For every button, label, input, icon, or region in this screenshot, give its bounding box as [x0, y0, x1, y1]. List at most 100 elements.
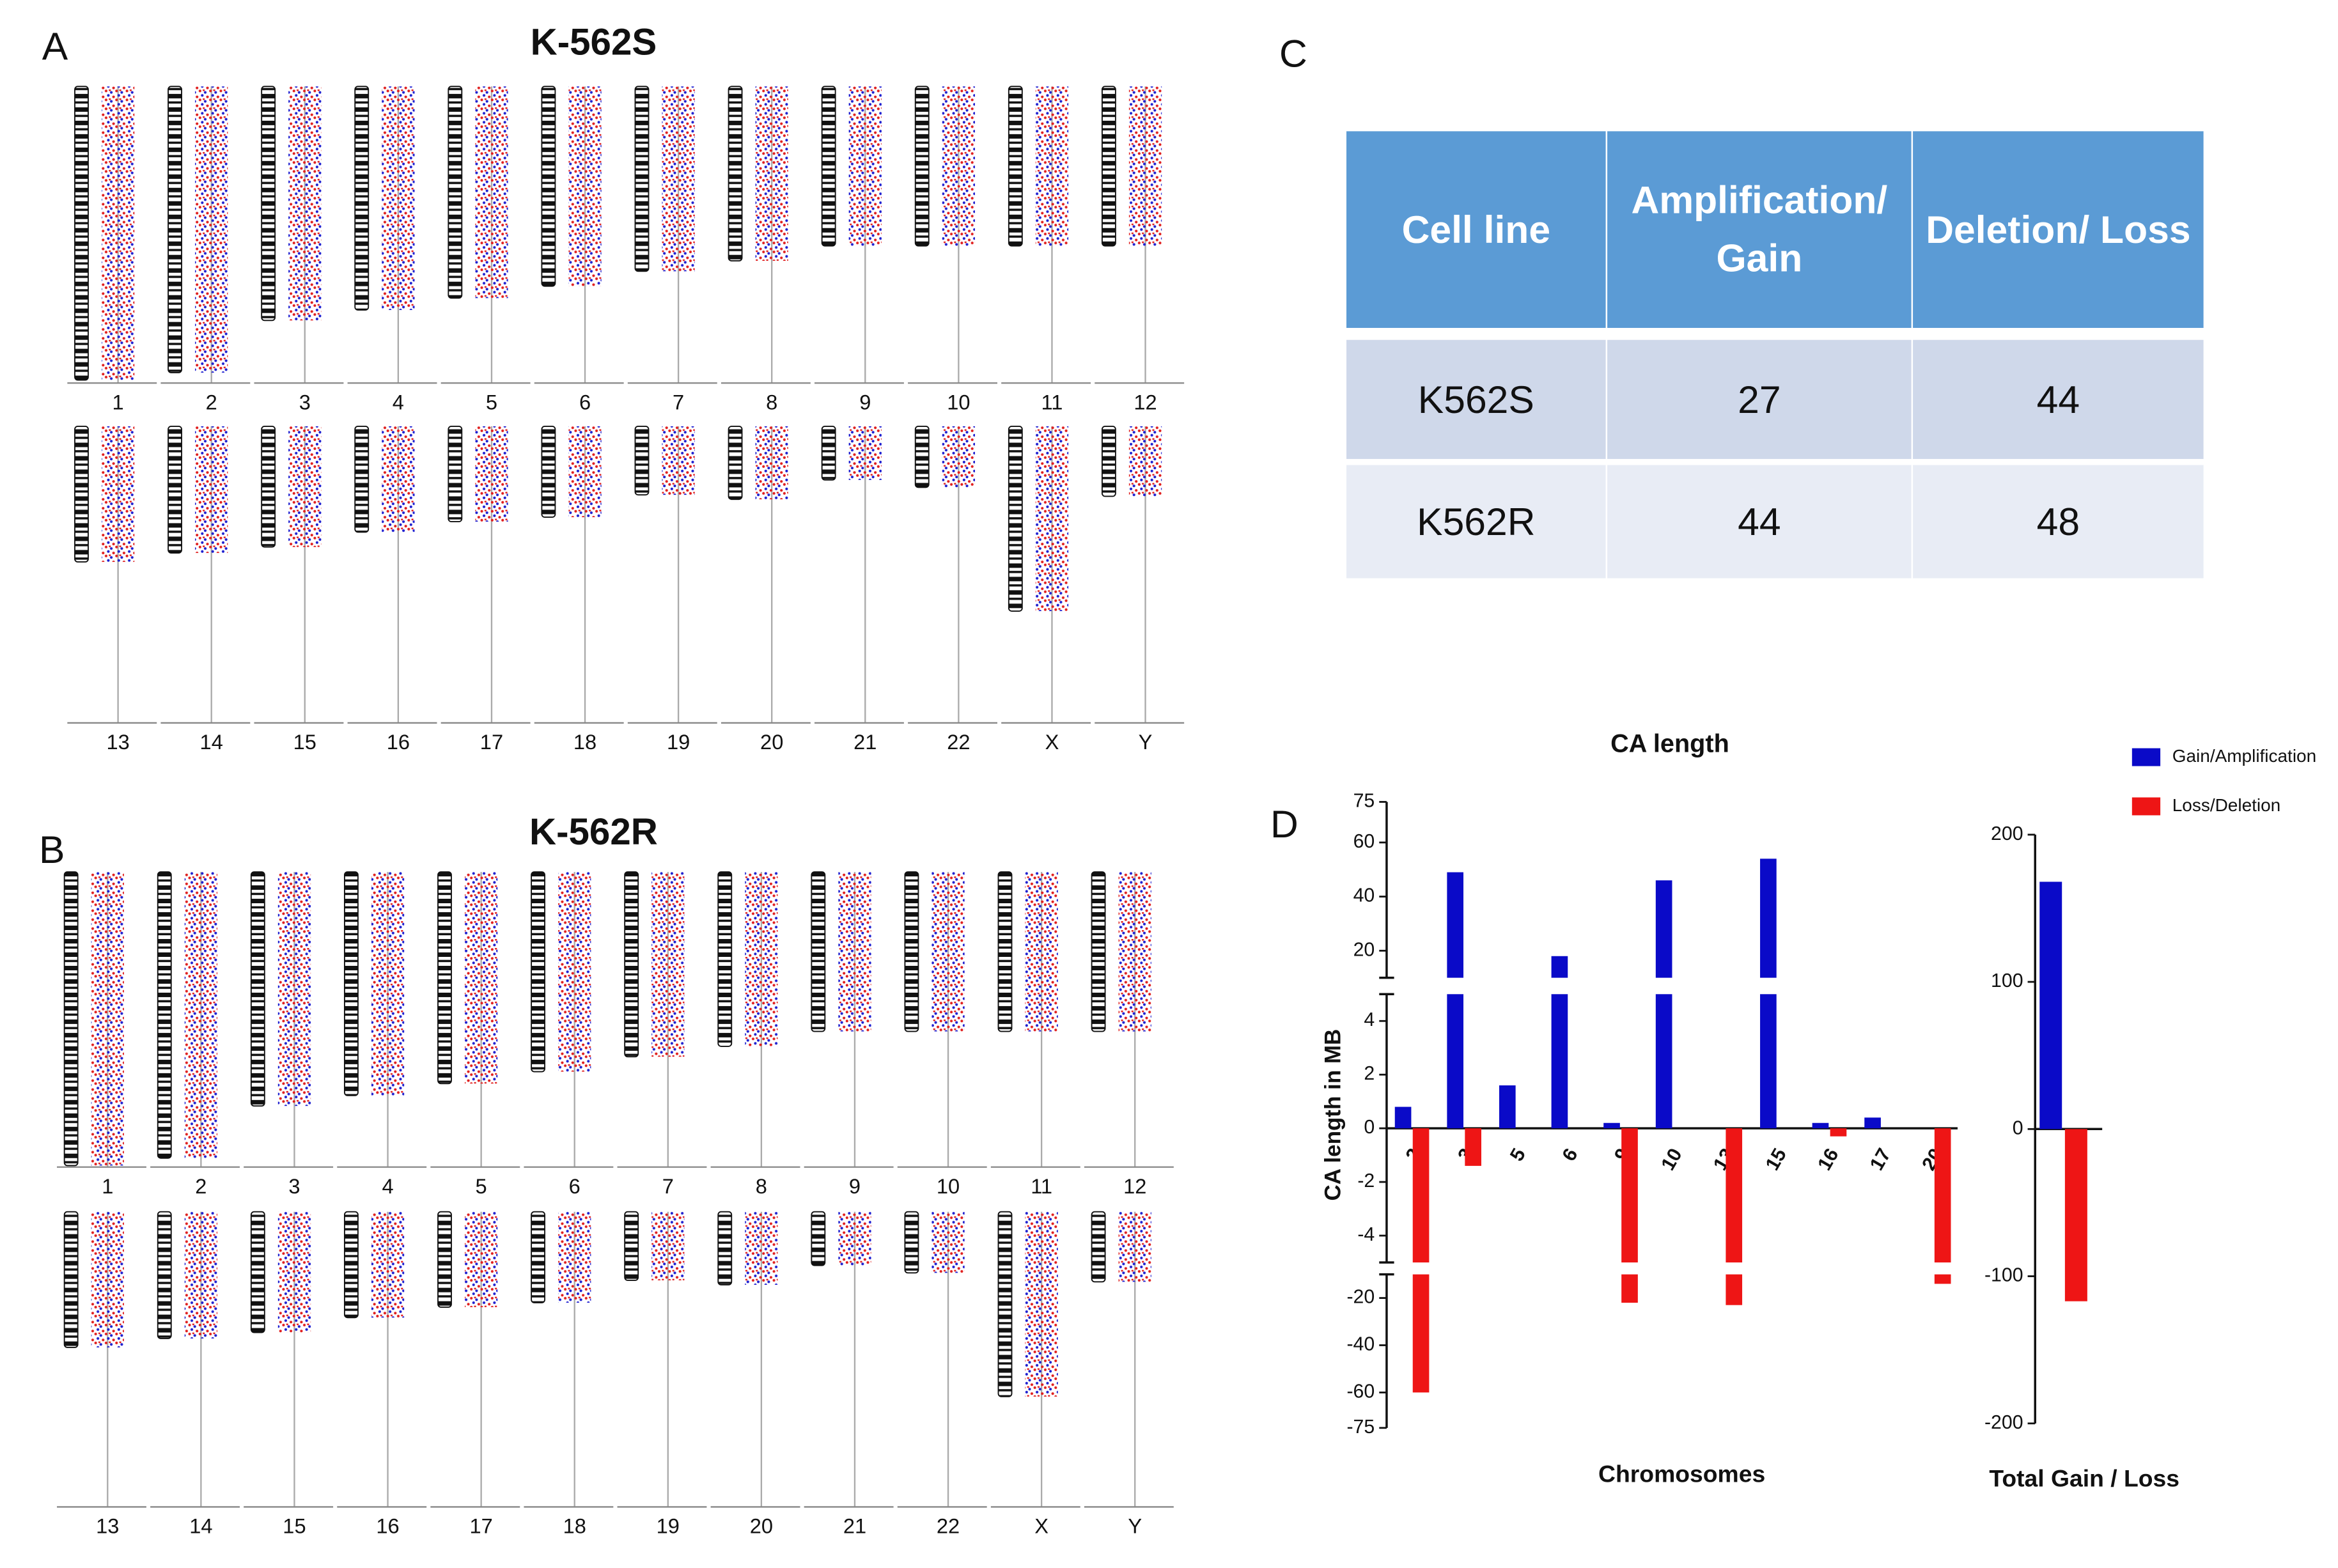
chromosome-label: Y	[1128, 1514, 1142, 1538]
y-tick-label: 200	[1991, 823, 2023, 844]
chromosome-label: 20	[760, 730, 783, 754]
bar	[1621, 1274, 1638, 1303]
chromosome-cloud	[382, 426, 415, 532]
bar	[1864, 1117, 1881, 1129]
ideogram	[624, 871, 639, 1058]
chromosome-label: 4	[393, 391, 404, 414]
table-cell-box: K562R	[1346, 465, 1606, 578]
chromosome-cloud	[1118, 872, 1151, 1032]
ideogram	[1008, 86, 1023, 247]
bar	[1499, 1085, 1516, 1129]
chromosome-cloud	[651, 872, 685, 1057]
chromosome-cloud	[371, 872, 405, 1096]
ideogram	[811, 871, 826, 1032]
chromosome-label: 1	[102, 1174, 113, 1198]
chromosome-cloud	[838, 872, 871, 1032]
ideogram	[717, 871, 733, 1047]
bar	[1394, 1106, 1412, 1129]
bar	[1726, 1274, 1743, 1305]
y-axis-label: CA length in MB	[1321, 1029, 1346, 1201]
chromosome-cloud	[195, 426, 228, 554]
bar	[1812, 1122, 1829, 1129]
chromosome-cloud	[288, 86, 322, 321]
chromosome-label: X	[1045, 730, 1059, 754]
ideogram	[624, 1211, 639, 1281]
chromosome-cloud	[838, 1211, 871, 1266]
x-axis-label: Chromosomes	[1598, 1460, 1765, 1487]
ideogram	[904, 871, 919, 1032]
chromosome-label: 6	[579, 391, 591, 414]
chromosome-cloud	[195, 86, 228, 373]
chromosome-label: Y	[1139, 730, 1153, 754]
y-tick-label: 60	[1353, 831, 1375, 852]
ideogram	[541, 86, 556, 287]
chromosome-label: 22	[937, 1514, 960, 1538]
y-tick-label: 0	[2013, 1117, 2023, 1138]
table-cell-box: 44	[1607, 465, 1912, 578]
chromosome-cloud	[1118, 1211, 1151, 1282]
y-tick-label: 75	[1353, 790, 1375, 811]
chromosome-label: 15	[283, 1514, 306, 1538]
ideogram	[437, 1211, 452, 1308]
ideogram	[821, 425, 836, 481]
chromosome-cloud	[382, 86, 415, 311]
chromosome-cloud	[558, 1211, 591, 1303]
chromosome-cloud	[755, 426, 788, 500]
legend-label: Loss/Deletion	[2172, 795, 2280, 815]
panel-letter: C	[1279, 32, 1307, 75]
bar	[1621, 1128, 1638, 1262]
chromosome-cloud	[101, 426, 135, 563]
chromosome-cloud	[277, 872, 311, 1106]
chromosome-cloud	[942, 426, 976, 488]
chromosome-label: 12	[1134, 391, 1157, 414]
y-tick-label: -20	[1346, 1287, 1375, 1308]
x-tick-label: 17	[1866, 1145, 1895, 1174]
y-tick-label: -40	[1346, 1333, 1375, 1355]
y-tick-label: 100	[1991, 970, 2023, 991]
y-tick-label: -4	[1357, 1224, 1375, 1245]
chromosome-cloud	[1035, 86, 1069, 246]
chromosome-cloud	[371, 1211, 405, 1318]
ideogram	[997, 1211, 1013, 1397]
chromosome-cloud	[101, 86, 135, 380]
ideogram	[541, 425, 556, 518]
ideogram	[63, 1211, 79, 1348]
table-cell: 27	[1607, 339, 1912, 460]
bar	[1603, 1122, 1620, 1129]
x-axis-label: Total Gain / Loss	[1989, 1464, 2179, 1491]
bar	[1551, 994, 1568, 1129]
chromosome-label: 15	[293, 730, 316, 754]
chromosome-label: 10	[947, 391, 970, 414]
ideogram	[354, 425, 370, 533]
chromosome-label: 2	[206, 391, 217, 414]
ideogram	[157, 1211, 172, 1339]
bar	[1655, 994, 1672, 1129]
table-header: Amplification/ Gain	[1607, 131, 1912, 328]
panel-letter: A	[42, 24, 68, 68]
ideogram	[728, 425, 743, 501]
bar	[1412, 1128, 1430, 1262]
table-header-box: Deletion/ Loss	[1913, 131, 2204, 328]
y-tick-label: 2	[1364, 1063, 1375, 1084]
table-header-box: Cell line	[1346, 131, 1606, 328]
chromosome-label: 10	[937, 1174, 960, 1198]
chromosome-label: 9	[859, 391, 871, 414]
chromosome-label: 5	[476, 1174, 487, 1198]
chromosome-cloud	[745, 872, 778, 1046]
table-header: Cell line	[1346, 131, 1606, 328]
table-cell: 44	[1607, 465, 1912, 578]
chromosome-cloud	[475, 426, 508, 522]
ideogram	[250, 1211, 265, 1333]
ideogram	[904, 1211, 919, 1274]
ideogram	[1101, 86, 1116, 247]
chromosome-cloud	[475, 86, 508, 299]
chromosome-cloud	[184, 872, 218, 1158]
chromosome-cloud	[91, 872, 124, 1166]
legend-swatch	[2131, 748, 2161, 766]
ideogram	[1091, 1211, 1106, 1283]
x-tick-label: 5	[1506, 1145, 1530, 1165]
y-tick-label: -2	[1357, 1170, 1375, 1192]
chromosome-cloud	[662, 86, 695, 272]
chromosome-label: 19	[667, 730, 690, 754]
